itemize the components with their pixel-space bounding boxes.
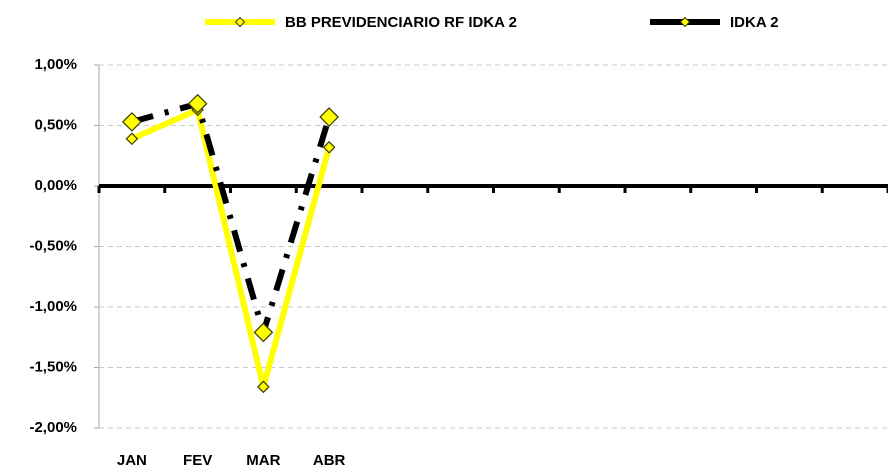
y-tick-label: -2,00% — [29, 419, 77, 436]
marker — [122, 112, 142, 132]
marker — [319, 107, 339, 127]
y-tick-label: -0,50% — [29, 237, 77, 254]
x-tick-label: FEV — [183, 452, 212, 469]
legend-marker — [234, 16, 246, 28]
marker — [257, 380, 270, 394]
marker — [187, 93, 208, 114]
y-tick-label: 0,50% — [34, 116, 77, 133]
series-line — [131, 100, 332, 336]
x-tick-label: MAR — [246, 452, 280, 469]
series-line — [130, 106, 333, 390]
legend-label: IDKA 2 — [730, 14, 779, 31]
legend-marker — [679, 16, 691, 28]
marker — [322, 140, 336, 154]
y-tick-label: 1,00% — [34, 56, 77, 73]
x-tick-label: ABR — [313, 452, 346, 469]
marker — [253, 322, 274, 343]
y-tick-label: -1,00% — [29, 298, 77, 315]
marker — [125, 132, 139, 146]
y-tick-label: 0,00% — [34, 177, 77, 194]
y-tick-label: -1,50% — [29, 358, 77, 375]
x-tick-label: JAN — [117, 452, 147, 469]
legend-label: BB PREVIDENCIARIO RF IDKA 2 — [285, 14, 517, 31]
